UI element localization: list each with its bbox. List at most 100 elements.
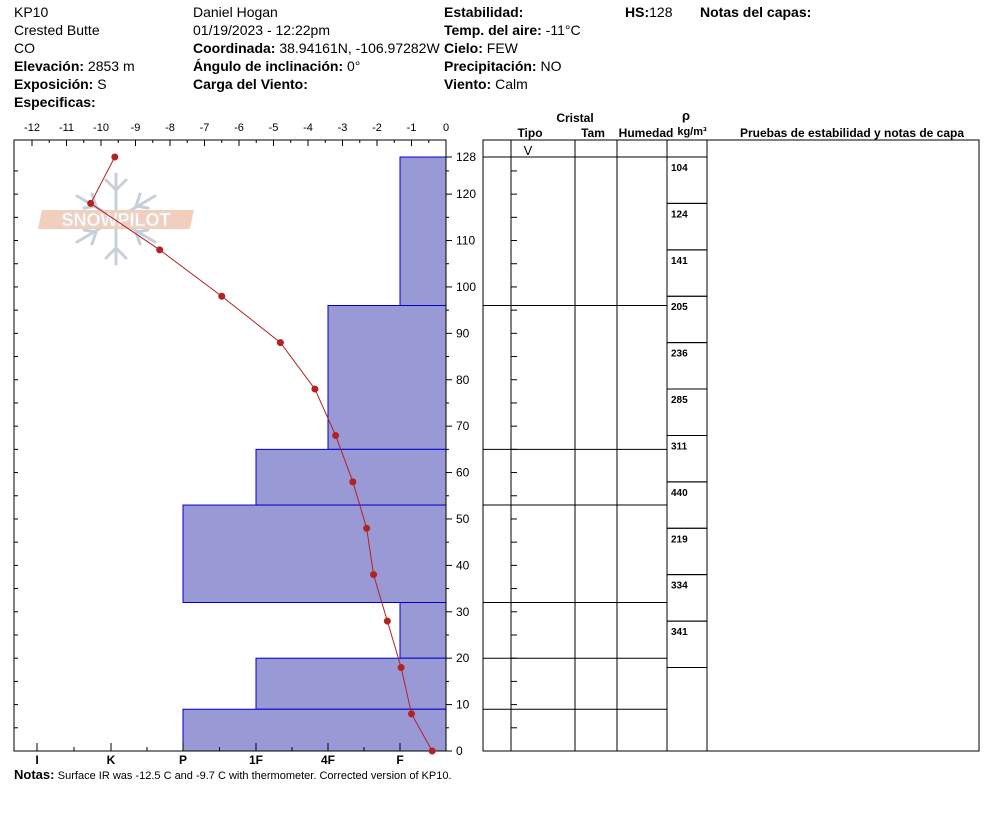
wind: Viento: Calm — [444, 76, 528, 92]
temp-tick-label-4: -8 — [165, 122, 175, 134]
col-size: Tam — [581, 126, 605, 140]
temp-tick-label-12: 0 — [443, 122, 449, 134]
height-tick-label-0: 128 — [456, 150, 476, 164]
temp-point-0 — [111, 153, 119, 161]
temp-point-12 — [408, 710, 415, 718]
temp-tick-label-2: -10 — [93, 122, 109, 134]
temp-line — [90, 156, 433, 752]
precip: Precipitación: NO — [444, 58, 561, 74]
stability-label: Estabilidad: — [444, 4, 524, 20]
aspect-label: Exposición: — [14, 76, 94, 92]
specifics-label: Especificas: — [14, 94, 96, 110]
snowpilot-logo: SNOWPILOT — [37, 172, 194, 266]
height-tick-label-1: 120 — [456, 187, 476, 201]
col-crystal: Cristal — [556, 111, 593, 125]
temp-tick-label-3: -9 — [131, 122, 141, 134]
hardness-bar-5 — [255, 657, 447, 710]
hardness-bar-6 — [182, 708, 447, 752]
precip-label: Precipitación: — [444, 58, 537, 74]
hardness-tick-label-0: I — [35, 753, 38, 767]
coord-value: 38.94161N, -106.97282W — [279, 40, 440, 56]
temp-point-1 — [87, 199, 95, 207]
sky: Cielo: FEW — [444, 40, 518, 56]
temp-tick-label-1: -11 — [59, 122, 74, 134]
temp-point-10 — [383, 617, 391, 625]
temp-tick-label-0: -12 — [24, 122, 40, 134]
height-tick-label-11: 20 — [456, 651, 470, 665]
elevation: Elevación: 2853 m — [14, 58, 135, 74]
left-plot-frame — [13, 139, 447, 752]
density-value-10: 341 — [671, 627, 688, 638]
crystal-type-symbol: V — [524, 143, 533, 158]
temp-tick-label-11: -1 — [407, 122, 417, 134]
hardness-bar-0 — [399, 156, 447, 306]
hardness-axis: I K P 1F 4F F — [35, 743, 404, 767]
height-tick-label-12: 10 — [456, 698, 470, 712]
sky-value: FEW — [486, 40, 518, 56]
snow-profile-chart: SNOWPILOT -12 -11 -10 -9 -8 -7 -6 -5 -4 -3 -2 -1 0 I… — [13, 108, 980, 767]
density-value-2: 141 — [671, 256, 688, 267]
hs-label: HS: — [625, 4, 650, 20]
hs: HS:128 — [625, 4, 672, 20]
temp-point-7 — [349, 478, 357, 486]
col-rho: ρ — [682, 108, 690, 123]
col-moisture: Humedad — [619, 126, 674, 140]
precip-value: NO — [540, 58, 562, 74]
hardness-bar-1 — [327, 305, 447, 450]
wind-value: Calm — [495, 76, 528, 92]
air-temp-value: -11°C — [545, 22, 581, 38]
slope: Ángulo de inclinación: 0° — [193, 58, 360, 74]
height-tick-label-3: 100 — [456, 280, 476, 294]
col-density-unit: kg/m³ — [677, 126, 707, 138]
hardness-tick-label-4: 4F — [321, 753, 335, 767]
hs-value: 128 — [649, 4, 673, 20]
notes: Notas: Surface IR was -12.5 C and -9.7 C… — [14, 767, 452, 784]
height-tick-label-13: 0 — [456, 744, 463, 758]
density-value-8: 219 — [671, 534, 688, 545]
sky-label: Cielo: — [444, 40, 483, 56]
hardness-tick-label-2: P — [179, 753, 187, 767]
temp-point-9 — [370, 571, 378, 579]
height-tick-label-2: 110 — [456, 234, 475, 248]
temp-tick-label-5: -7 — [200, 122, 210, 134]
hardness-tick-label-1: K — [107, 753, 116, 767]
coord-label: Coordinada: — [193, 40, 276, 56]
temp-point-4 — [276, 339, 284, 347]
temp-point-2 — [156, 246, 164, 254]
elevation-value: 2853 m — [87, 58, 135, 74]
hardness-bar-4 — [399, 602, 447, 659]
layer-lines — [483, 156, 667, 752]
aspect-value: S — [97, 76, 107, 92]
hardness-bars — [182, 156, 447, 752]
temp-tick-label-10: -2 — [372, 122, 382, 134]
temp-tick-label-8: -4 — [303, 122, 313, 134]
height-tick-label-5: 80 — [456, 373, 470, 387]
site-id: KP10 — [14, 4, 49, 20]
air-temp: Temp. del aire: -11°C — [444, 22, 581, 38]
temp-point-5 — [311, 385, 319, 393]
hardness-bar-3 — [182, 504, 447, 603]
location: Crested Butte — [14, 22, 100, 38]
temperature-axis: -12 -11 -10 -9 -8 -7 -6 -5 -4 -3 -2 -1 0 — [24, 122, 449, 146]
temp-tick-label-6: -6 — [234, 122, 244, 134]
slope-label: Ángulo de inclinación: — [193, 58, 344, 74]
density-value-4: 236 — [671, 349, 688, 360]
temp-point-13 — [428, 747, 436, 755]
state: CO — [14, 40, 35, 56]
density-column: 104 124 141 205 236 285 311 440 219 334 341 — [667, 156, 707, 668]
temp-point-3 — [218, 292, 226, 300]
layer-notes-label: Notas del capas: — [700, 4, 812, 20]
slope-value: 0° — [347, 58, 361, 74]
temp-point-8 — [363, 524, 371, 532]
density-value-1: 124 — [671, 209, 688, 220]
density-value-6: 311 — [671, 441, 688, 452]
height-tick-label-10: 30 — [456, 605, 470, 619]
coordinates: Coordinada: 38.94161N, -106.97282W — [193, 40, 440, 56]
observer: Daniel Hogan — [193, 4, 278, 20]
density-value-3: 205 — [671, 302, 688, 313]
hardness-tick-label-5: F — [396, 753, 403, 767]
air-temp-label: Temp. del aire: — [444, 22, 542, 38]
density-value-7: 440 — [671, 488, 688, 499]
elevation-label: Elevación: — [14, 58, 85, 74]
